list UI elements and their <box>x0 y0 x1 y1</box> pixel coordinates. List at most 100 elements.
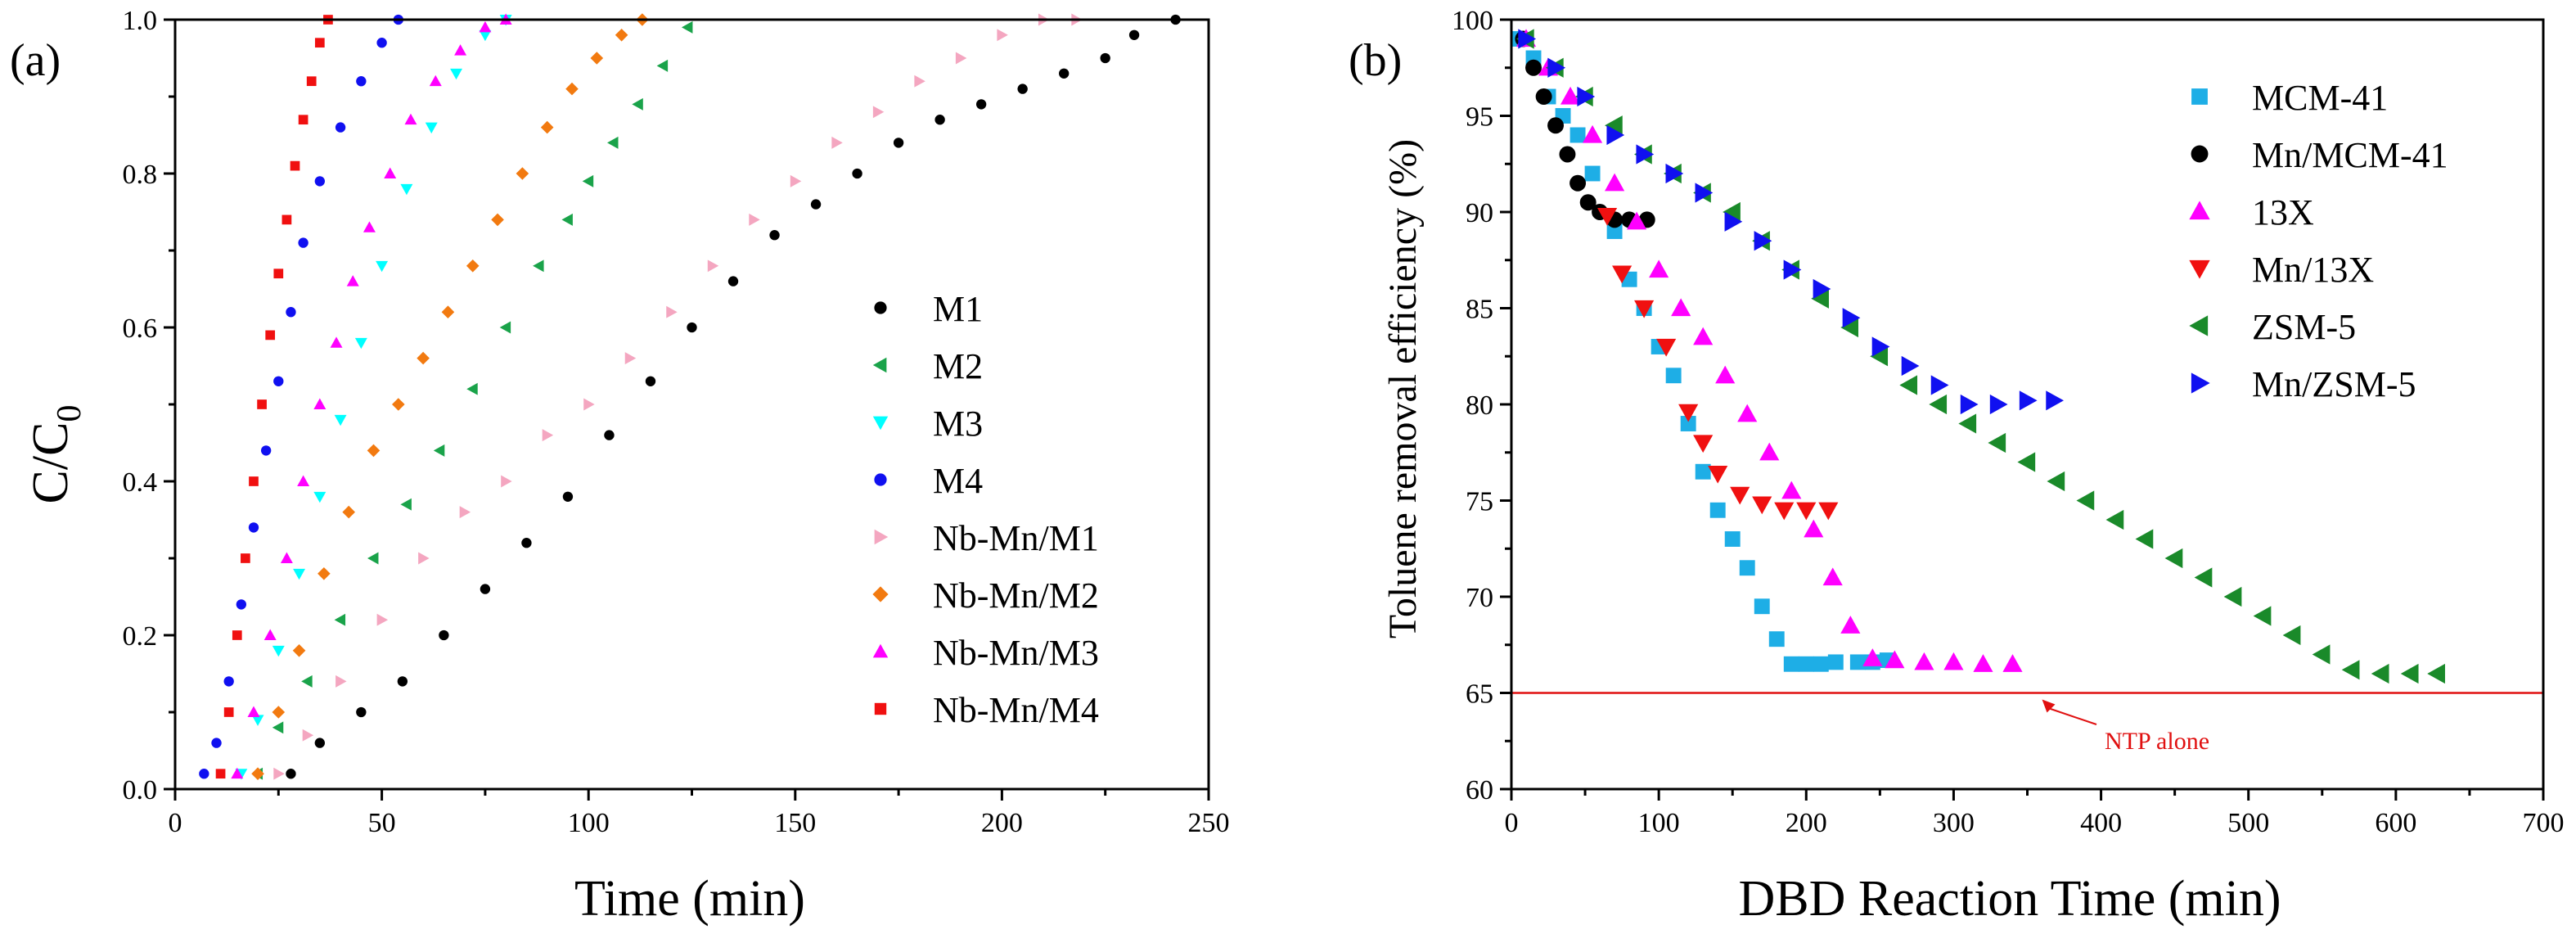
panel-a-point-m1 <box>356 706 367 718</box>
panel-a-x-axis-title: Time (min) <box>574 871 805 927</box>
panel-b-point-mcm-41 <box>1754 598 1770 615</box>
panel-b-reference-arrow <box>2047 706 2097 725</box>
panel-a-point-nb-mn-m1 <box>666 305 678 318</box>
panel-b-point-mn-mcm-41 <box>1535 88 1552 105</box>
panel-a-point-nb-mn-m3 <box>404 113 417 125</box>
panel-a-point-nb-mn-m1 <box>955 52 967 65</box>
panel-a-point-m2 <box>533 259 544 273</box>
panel-a-point-nb-mn-m4 <box>265 330 276 341</box>
panel-b-point-mn-mcm-41 <box>1569 174 1587 192</box>
panel-a-point-nb-mn-m4 <box>306 76 317 87</box>
panel-b-point-mcm-41 <box>1768 631 1785 647</box>
panel-a-point-nb-mn-m1 <box>997 29 1008 42</box>
panel-a-point-m2 <box>681 20 693 34</box>
panel-b-reference-label: NTP alone <box>2105 728 2209 755</box>
panel-a-point-nb-mn-m2 <box>565 82 579 96</box>
panel-b-point-mn-zsm-5 <box>1724 211 1743 232</box>
panel-b-point-zsm-5 <box>2194 567 2213 588</box>
panel-a-point-m1 <box>480 584 491 594</box>
panel-b-point-mn-mcm-41 <box>1547 117 1565 134</box>
panel-b-point-mn-13x <box>1693 435 1714 453</box>
panel-b-y-tick-label: 100 <box>1452 6 1493 36</box>
panel-b-point-mn-13x <box>1656 338 1677 357</box>
panel-a-point-m4 <box>335 122 346 133</box>
panel-b-point-13x <box>1605 173 1625 192</box>
panel-a-point-nb-mn-m4 <box>249 476 259 486</box>
panel-b-point-13x <box>1715 365 1736 384</box>
panel-a-series-nb-mn-m3 <box>231 13 512 779</box>
panel-a-point-nb-mn-m3 <box>263 629 277 640</box>
panel-b-point-mcm-41 <box>1569 127 1586 143</box>
panel-b-series-mn-13x <box>1597 208 1839 521</box>
panel-b-point-mcm-41 <box>1695 463 1711 480</box>
panel-b-point-mn-zsm-5 <box>1577 86 1596 107</box>
panel-b-point-zsm-5 <box>2047 471 2065 492</box>
panel-a-point-m1 <box>934 115 945 125</box>
panel-a-point-nb-mn-m2 <box>367 444 381 458</box>
panel-b-point-mcm-41 <box>1665 368 1682 384</box>
panel-b-y-tick-label: 95 <box>1466 102 1493 133</box>
panel-b-y-tick-label: 90 <box>1466 198 1493 228</box>
panel-a-point-m2 <box>367 552 379 565</box>
panel-a-legend-label-nb-mn-m3: Nb-Mn/M3 <box>933 633 1099 673</box>
panel-b-point-mn-mcm-41 <box>1579 194 1596 211</box>
panel-a-point-m1 <box>397 676 408 687</box>
panel-a-point-nb-mn-m2 <box>516 167 529 180</box>
panel-b-point-zsm-5 <box>2312 644 2331 665</box>
panel-b-point-13x <box>1560 86 1581 105</box>
panel-b-x-tick-label: 400 <box>2080 808 2122 838</box>
panel-b-point-mn-zsm-5 <box>2019 390 2038 411</box>
panel-a-point-m4 <box>236 599 247 610</box>
panel-b-point-mn-zsm-5 <box>2046 390 2065 411</box>
panel-b-point-zsm-5 <box>2282 625 2301 646</box>
panel-a-series-nb-mn-m2 <box>251 13 649 780</box>
panel-b-point-mcm-41 <box>1680 416 1696 431</box>
panel-a-legend-label-nb-mn-m2: Nb-Mn/M2 <box>933 575 1099 616</box>
panel-a-point-nb-mn-m2 <box>540 120 554 134</box>
panel-a-point-m3 <box>376 260 389 273</box>
panel-a-point-m2 <box>466 382 478 395</box>
panel-a-series-nb-mn-m4 <box>215 15 333 779</box>
panel-b-point-13x <box>1759 442 1780 461</box>
panel-a-point-m2 <box>607 136 619 149</box>
panel-b-plot: 0 100 200 300 400 500 600 700 60 65 70 75 80 85 90 95 10… <box>1452 6 2565 838</box>
panel-a-y-axis-title-main: C/C <box>23 422 79 504</box>
panel-b-y-tick-label: 75 <box>1466 487 1493 517</box>
panel-a-point-m1 <box>1128 29 1140 40</box>
panel-b-point-13x <box>2002 654 2023 672</box>
panel-a-point-m2 <box>582 174 594 187</box>
panel-a-point-m1 <box>604 430 615 440</box>
panel-b-point-mn-13x <box>1612 265 1633 284</box>
panel-a-point-m2 <box>433 444 445 457</box>
panel-a-x-tick-label: 0 <box>169 808 182 838</box>
panel-a-point-m1 <box>727 276 739 287</box>
panel-a-point-nb-mn-m3 <box>429 74 442 87</box>
panel-a-y-axis-title-subscript: 0 <box>51 405 88 422</box>
panel-a-point-nb-mn-m4 <box>273 268 284 279</box>
panel-a-point-nb-mn-m4 <box>257 399 267 409</box>
panel-a-point-m3 <box>313 491 327 503</box>
panel-b-point-mn-zsm-5 <box>1547 57 1566 78</box>
panel-b-point-mn-zsm-5 <box>1989 394 2008 415</box>
panel-a-point-m1 <box>1100 52 1110 64</box>
panel-b-x-tick-label: 300 <box>1933 808 1975 838</box>
panel-b-point-zsm-5 <box>1899 375 1918 395</box>
panel-a-point-m2 <box>499 321 511 334</box>
panel-a-point-nb-mn-m1 <box>376 613 389 626</box>
panel-b-legend-marker-13x <box>2189 201 2210 220</box>
panel-a-point-m4 <box>248 522 259 533</box>
panel-a-point-m1 <box>893 138 904 148</box>
panel-a-point-nb-mn-m1 <box>624 352 637 365</box>
panel-a-point-nb-mn-m2 <box>466 259 480 273</box>
panel-b-legend-label-13x: 13X <box>2252 192 2314 232</box>
panel-b-point-13x <box>1862 648 1883 666</box>
panel-b-point-zsm-5 <box>1723 201 1741 223</box>
panel-b-point-mn-13x <box>1774 502 1795 521</box>
panel-a-point-m4 <box>199 769 209 779</box>
panel-a-point-m1 <box>286 769 296 779</box>
panel-a-legend-marker-m3 <box>872 416 889 431</box>
panel-b-legend-marker-mn-zsm-5 <box>2191 372 2210 394</box>
panel-a-point-m4 <box>223 676 234 687</box>
panel-a-point-nb-mn-m3 <box>384 167 397 178</box>
panel-b-x-tick-label: 200 <box>1786 808 1827 838</box>
